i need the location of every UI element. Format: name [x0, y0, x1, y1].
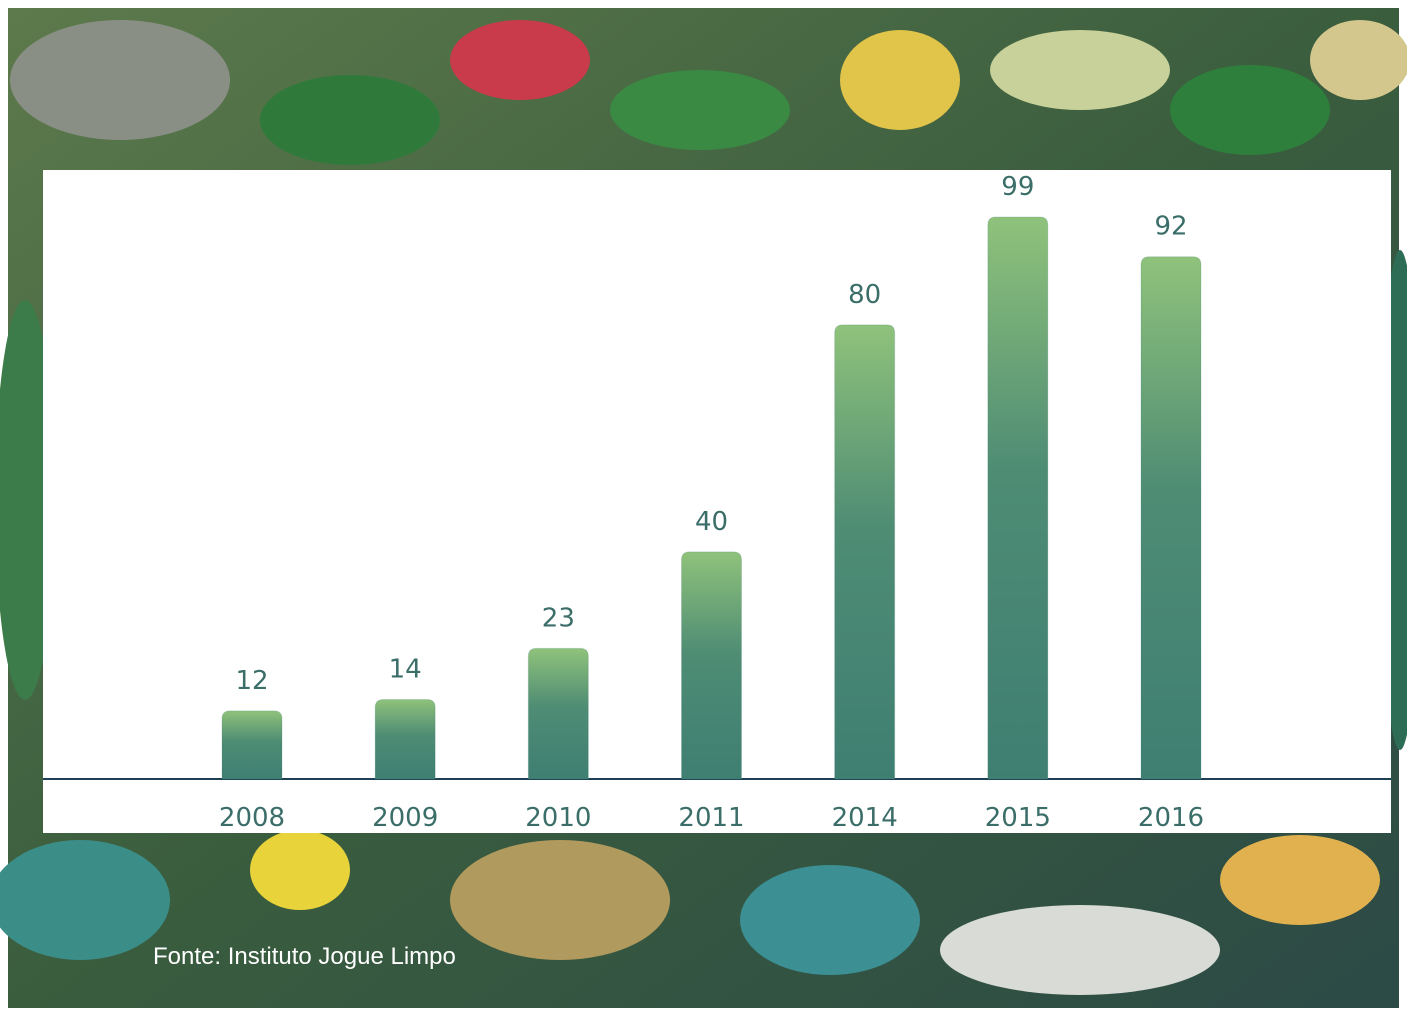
x-tick-label: 2015 — [985, 803, 1051, 833]
bar — [987, 216, 1049, 780]
value-label: 14 — [389, 655, 422, 685]
x-tick-label: 2016 — [1138, 803, 1204, 833]
value-label: 12 — [235, 666, 268, 696]
bar — [834, 324, 896, 780]
bar — [374, 699, 436, 780]
value-label: 92 — [1154, 212, 1187, 242]
bar — [221, 710, 283, 780]
value-label: 80 — [848, 280, 881, 310]
x-tick-label: 2014 — [832, 803, 898, 833]
bar — [681, 551, 742, 780]
value-label: 99 — [1001, 172, 1034, 202]
x-tick-label: 2009 — [372, 803, 438, 833]
value-label: 23 — [542, 603, 575, 633]
bar — [1140, 256, 1202, 780]
x-tick-label: 2010 — [525, 803, 591, 833]
source-note: Fonte: Instituto Jogue Limpo — [153, 943, 456, 970]
x-tick-label: 2011 — [678, 803, 744, 833]
value-label: 40 — [695, 507, 728, 537]
bar — [527, 647, 589, 780]
x-tick-label: 2008 — [219, 803, 285, 833]
